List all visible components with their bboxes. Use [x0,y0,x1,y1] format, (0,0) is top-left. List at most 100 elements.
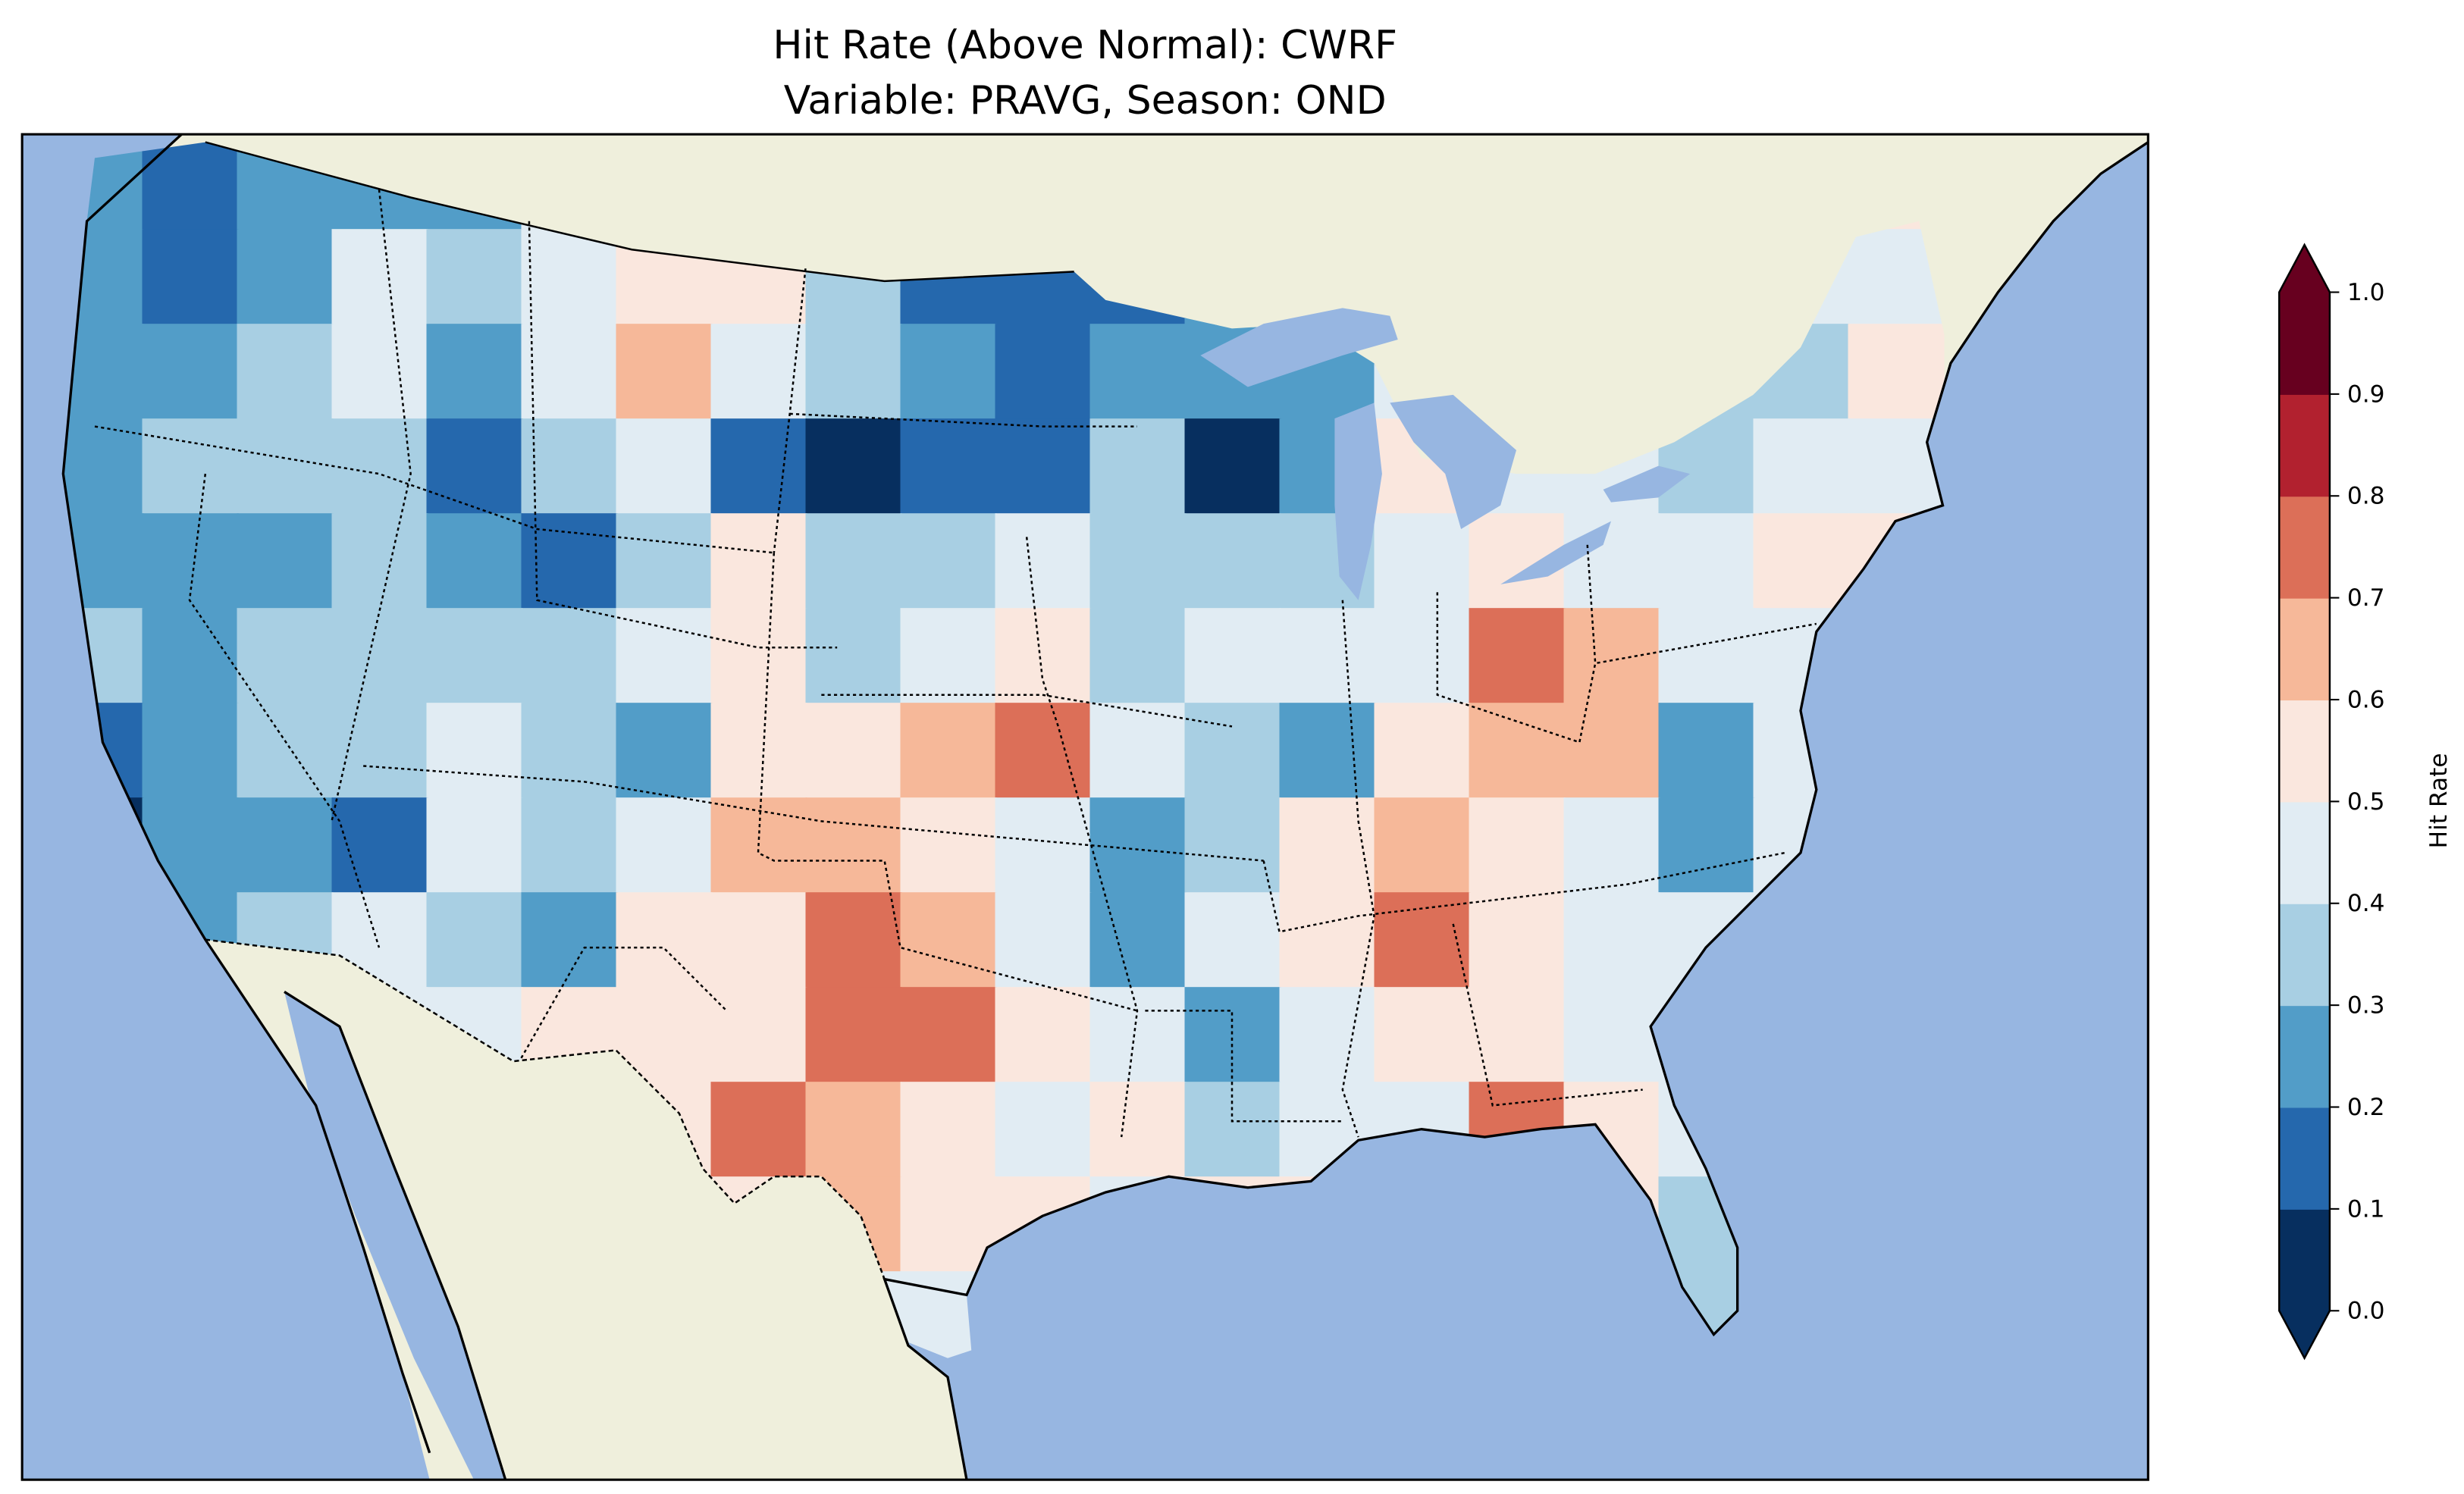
colorbar-tick-label: 0.0 [2347,1298,2385,1325]
colorbar-segment [2279,1005,2330,1108]
grid-cell [805,1082,902,1179]
grid-cell [521,892,618,989]
grid-cell [710,703,807,800]
grid-cell [616,608,713,705]
grid-cell [710,418,807,515]
grid-cell [995,324,1092,421]
grid-cell [1374,513,1471,610]
grid-cell [900,892,997,989]
colorbar-tick-label: 1.0 [2347,279,2385,306]
grid-cell [805,892,902,989]
grid-cell [1279,703,1376,800]
grid-cell [1184,797,1281,894]
grid-cell [331,608,428,705]
lake-huron [1390,394,1516,529]
colorbar-tick-label: 0.6 [2347,686,2385,713]
colorbar-tick-label: 0.7 [2347,584,2385,612]
grid-cell [805,418,902,515]
grid-cell [805,608,902,705]
grid-cell [1563,608,1660,705]
coastlines [61,134,2149,1480]
grid-cell [900,324,997,421]
grid-cell [237,418,334,515]
grid-cell [616,797,713,894]
grid-cell [900,513,997,610]
grid-cell [616,703,713,800]
grid-cell [995,608,1092,705]
grid-cell [237,797,334,894]
grid-cell [995,1082,1092,1179]
grid-cell [710,1082,807,1179]
grid-cell [995,703,1092,800]
colorbar-segment [2279,1208,2330,1312]
grid-cell [331,324,428,421]
colorbar-tick-label: 0.1 [2347,1195,2385,1223]
gulf-of-california [284,991,506,1480]
grid-cell [142,418,239,515]
atlantic-gulf-ocean [884,142,2149,1480]
grid-cell [616,892,713,989]
grid-cell [1279,987,1376,1084]
grid-cell [1184,892,1281,989]
grid-cell [1658,703,1755,800]
grid-cell [1184,987,1281,1084]
grid-cell [1563,892,1660,989]
grid-cell [426,608,523,705]
grid-cell [521,324,618,421]
grid-cell [995,418,1092,515]
grid-cell [63,418,144,515]
grid-cell [426,418,523,515]
grid-cell [900,608,997,705]
grid-cell [426,892,523,989]
colorbar-label: Hit Rate [2425,753,2453,848]
grid-cell [1469,892,1566,989]
title-line-2: Variable: PRAVG, Season: OND [784,78,1387,124]
grid-cell [900,797,997,894]
colorbar-segment [2279,597,2330,701]
grid-cell [1469,608,1566,705]
map-frame [20,133,2149,1481]
lake-michigan [1334,402,1382,600]
grid-cell [521,797,618,894]
colorbar-tick-label: 0.2 [2347,1094,2385,1121]
grid-cell [1184,418,1281,515]
grid-cell [142,703,239,800]
grid-cell [237,608,334,705]
grid-cell [1279,608,1376,705]
grid-cell [900,987,997,1084]
grid-cell [521,703,618,800]
colorbar-segment [2279,1107,2330,1210]
colorbar-segment [2279,801,2330,904]
grid-cell [805,987,902,1084]
grid-cell [1089,987,1187,1084]
grid-cell [1089,324,1187,421]
grid-cell [616,513,713,610]
lake-ontario [1603,465,1691,503]
grid-cell [1089,513,1187,610]
grid-cell [426,229,523,326]
grid-cell [1374,987,1471,1084]
grid-cell [1374,608,1471,705]
colorbar-extend-min [2279,1311,2330,1358]
grid-cell [521,608,618,705]
grid-cell [1469,703,1566,800]
grid-cell [1374,797,1471,894]
colorbar-segment [2279,496,2330,599]
colorbar-segment [2279,903,2330,1007]
colorbar-tick-label: 0.3 [2347,992,2385,1019]
grid-cell [616,418,713,515]
grid-cell [521,229,618,326]
grid-cell [995,513,1092,610]
grid-cell [900,1082,997,1179]
grid-cell [142,608,239,705]
grid-cell [237,513,334,610]
grid-cell [805,797,902,894]
colorbar: 0.0 0.1 0.2 0.3 0.4 0.5 0.6 0.7 0.8 0.9 1.0 [2278,243,2385,1361]
grid-cell [331,229,428,326]
grid-cell [710,987,807,1084]
grid-cell [1848,324,1945,421]
grid-cell [1089,892,1187,989]
grid-cell [1658,797,1755,894]
grid-cell [1753,418,1850,515]
